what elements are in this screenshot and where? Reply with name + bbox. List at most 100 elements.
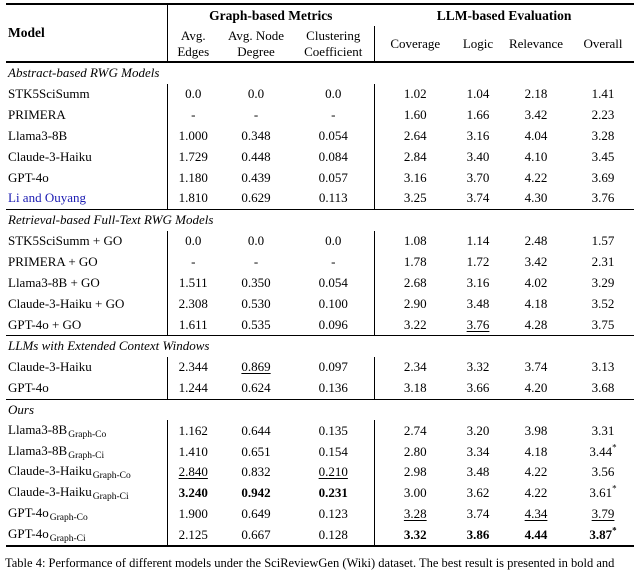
metric-cell: 0.113: [318, 190, 348, 206]
metric-cell: 0.136: [318, 380, 348, 396]
metric-cell: 0.535: [241, 316, 271, 332]
metric-cell: 1.02: [373, 83, 457, 105]
metric-cell: 0.054: [318, 127, 348, 143]
metric-cell: -: [166, 251, 219, 273]
section-title: LLMs with Extended Context Windows: [6, 334, 635, 357]
metric-cell: 0.210: [318, 464, 348, 480]
model-name: Llama3-8B: [8, 127, 68, 143]
model-name: GPT-4o + GO: [8, 316, 82, 332]
metric-cell: 0.084: [318, 148, 348, 164]
metric-cell: 3.32: [373, 524, 457, 547]
col-header-model: Model: [6, 4, 167, 63]
metric-cell: 0.667: [241, 526, 271, 542]
table-row: Claude-3-HaikuGraph-Ci 3.240 0.942 0.231 3.0…: [6, 482, 634, 504]
metric-cell: 0.629: [241, 190, 271, 206]
metric-cell: 4.34: [524, 506, 548, 522]
metric-cell: 0.0: [247, 233, 265, 249]
metric-cell: 1.511: [166, 272, 219, 294]
table-section: LLMs with Extended Context Windows Claude…: [6, 334, 635, 399]
metric-cell: 2.74: [373, 420, 457, 442]
results-table: Model Graph-based Metrics LLM-based Eval…: [6, 3, 635, 548]
metric-cell: 3.16: [373, 167, 457, 189]
metric-cell: 3.40: [466, 148, 490, 164]
table-row: PRIMERA + GO - - - 1.78 1.72 3.42 2.31: [6, 251, 634, 273]
metric-cell: 4.44: [524, 526, 548, 542]
metric-cell: 2.80: [373, 441, 457, 463]
metric-cell: 3.00: [373, 482, 457, 504]
metric-cell: 4.18: [524, 443, 548, 459]
metric-cell: 2.125: [166, 524, 219, 547]
metric-cell: 3.13: [591, 359, 615, 375]
metric-cell: 3.86: [466, 526, 490, 542]
metric-cell: 3.74: [466, 190, 490, 206]
metric-cell: 4.20: [524, 380, 548, 396]
metric-cell: 1.72: [466, 254, 490, 270]
metric-cell: 2.48: [524, 233, 548, 249]
metric-cell: 3.74: [466, 506, 490, 522]
metric-cell: 3.45: [591, 148, 615, 164]
metric-cell: 2.23: [591, 107, 615, 123]
metric-cell: 1.244: [166, 377, 219, 399]
metric-cell: 0.100: [318, 295, 348, 311]
metric-cell: 1.57: [591, 233, 615, 249]
metric-cell: 3.29: [591, 274, 615, 290]
metric-cell: 2.84: [373, 146, 457, 168]
metric-cell: 3.70: [466, 169, 490, 185]
metric-cell: 1.41: [591, 86, 615, 102]
section-title-row: Retrieval-based Full-Text RWG Models: [6, 208, 635, 231]
table-row: Claude-3-Haiku + GO 2.308 0.530 0.100 2.90 3.…: [6, 293, 634, 315]
citation-link[interactable]: Li and Ouyang: [8, 190, 86, 206]
metric-cell: 3.16: [466, 274, 490, 290]
metric-cell: -: [253, 254, 259, 270]
metric-cell: 0.0: [325, 86, 342, 102]
section-title: Abstract-based RWG Models: [6, 61, 635, 84]
metric-cell: 0.128: [318, 526, 348, 542]
metric-cell: 3.48: [466, 295, 490, 311]
table-caption: Table 4: Performance of different models…: [5, 556, 615, 571]
metric-cell: 0.097: [318, 359, 348, 375]
model-name: STK5SciSumm: [8, 86, 90, 102]
table-row: Li and Ouyang 1.810 0.629 0.113 3.25 3.74 4.30…: [6, 188, 634, 210]
metric-cell: 0.448: [241, 148, 271, 164]
metric-cell: 3.20: [466, 422, 490, 438]
metric-cell: 3.52: [591, 295, 615, 311]
table-row: Claude-3-Haiku 1.729 0.448 0.084 2.84 3.40 4.1…: [6, 146, 634, 168]
metric-cell: 3.76: [591, 190, 615, 206]
metric-cell: 3.42: [524, 107, 548, 123]
table-section: Abstract-based RWG Models STK5SciSumm 0.0 0…: [6, 61, 635, 210]
model-variant-subscript: Graph-Ci: [49, 533, 86, 544]
group-header-graph-metrics: Graph-based Metrics: [166, 4, 375, 26]
metric-cell: 4.10: [524, 148, 548, 164]
metric-cell: 4.22: [524, 169, 548, 185]
metric-cell: 3.87*: [589, 525, 617, 542]
metric-cell: 4.22: [524, 485, 548, 501]
metric-cell: 3.28: [373, 503, 457, 525]
table-row: GPT-4o 1.244 0.624 0.136 3.18 3.66 4.20 3.68: [6, 377, 634, 399]
group-header-llm-evaluation: LLM-based Evaluation: [436, 7, 572, 23]
model-variant-subscript: Graph-Co: [92, 471, 131, 482]
metric-cell: 2.31: [591, 254, 615, 270]
metric-cell: 3.61*: [589, 483, 617, 501]
model-name: Claude-3-Haiku: [8, 359, 92, 375]
section-title-row: LLMs with Extended Context Windows: [6, 334, 635, 357]
col-header-avg-node-degree: Avg. Node Degree: [219, 26, 293, 63]
metric-cell: 3.44*: [589, 442, 617, 459]
metric-cell: 1.04: [466, 86, 490, 102]
metric-cell: 1.78: [373, 251, 457, 273]
model-name: Llama3-8BGraph-Ci: [8, 442, 105, 461]
metric-cell: 3.75: [591, 316, 615, 332]
metric-cell: -: [331, 107, 336, 123]
metric-cell: 3.76: [466, 316, 490, 332]
metric-cell: 1.810: [166, 188, 219, 210]
col-header-overall: Overall: [572, 26, 635, 63]
metric-cell: 1.729: [166, 146, 219, 168]
table-row: Llama3-8BGraph-Co 1.162 0.644 0.135 2.74 3.20…: [6, 420, 634, 442]
model-variant-subscript: Graph-Ci: [68, 450, 105, 461]
table-row: Llama3-8B 1.000 0.348 0.054 2.64 3.16 4.04 3.28: [6, 125, 634, 147]
metric-cell: 3.16: [466, 127, 490, 143]
col-header-relevance: Relevance: [500, 26, 573, 63]
section-title-row: Ours: [6, 398, 635, 421]
model-name: GPT-4oGraph-Ci: [8, 525, 86, 544]
model-name: STK5SciSumm + GO: [8, 233, 123, 249]
model-name: GPT-4o: [8, 380, 49, 396]
